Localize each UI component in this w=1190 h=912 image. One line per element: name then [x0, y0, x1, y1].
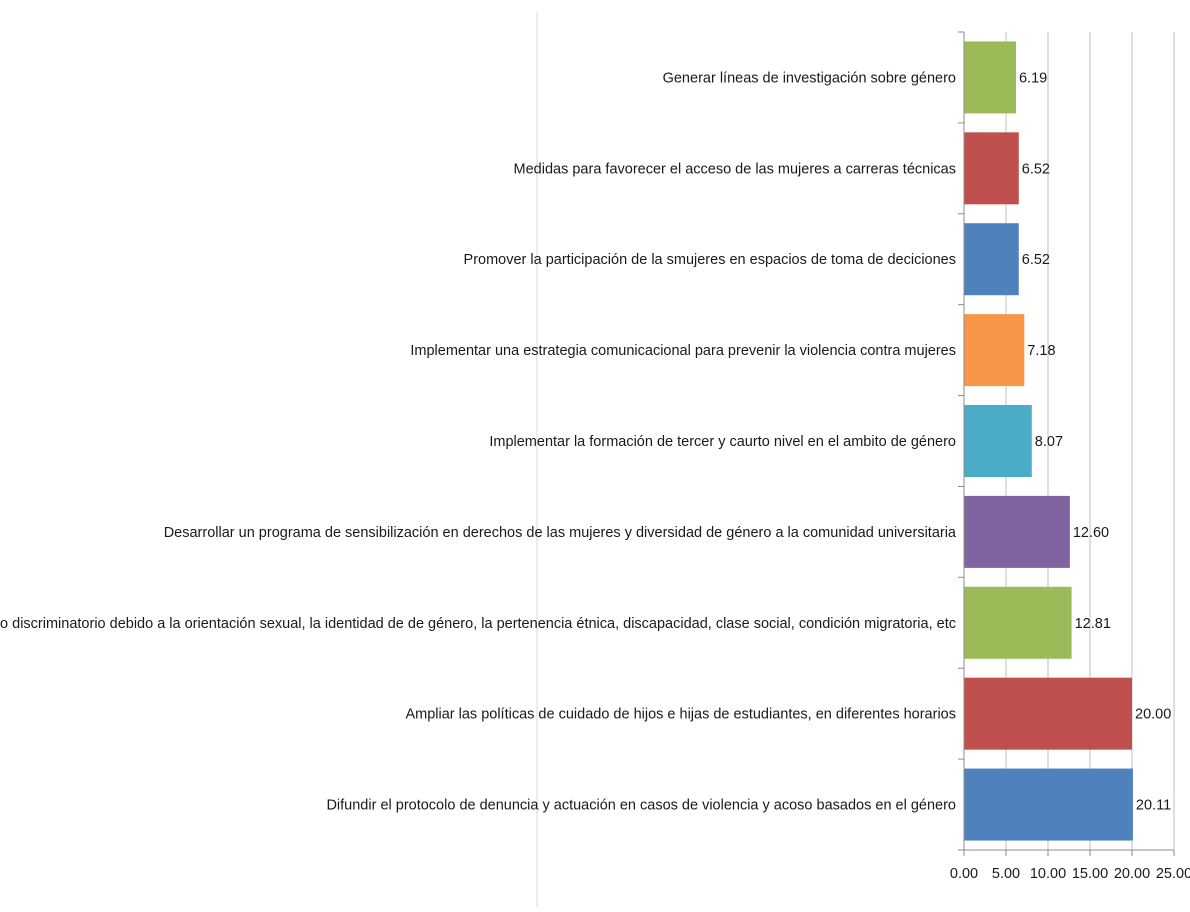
category-label: Difundir el protocolo de denuncia y actu… — [326, 798, 956, 814]
bar — [964, 677, 1132, 750]
category-label: Ampliar las políticas de cuidado de hijo… — [405, 707, 956, 723]
data-label: 8.07 — [1035, 434, 1063, 450]
category-label: Implementar una estrategia comunicaciona… — [410, 343, 956, 359]
data-label: 7.18 — [1027, 343, 1055, 359]
x-tick-label: 20.00 — [1114, 866, 1150, 882]
data-label: 6.52 — [1022, 161, 1050, 177]
category-label: Desarrollar un programa de sensibilizaci… — [164, 525, 957, 541]
bar — [964, 223, 1019, 296]
bar — [964, 41, 1016, 114]
data-label: 12.81 — [1075, 616, 1111, 632]
data-label: 20.00 — [1135, 707, 1171, 723]
data-label: 6.19 — [1019, 70, 1047, 86]
data-label: 6.52 — [1022, 252, 1050, 268]
x-tick-label: 10.00 — [1030, 866, 1066, 882]
bar — [964, 314, 1025, 387]
x-tick-label: 15.00 — [1072, 866, 1108, 882]
category-label: Medidas para favorecer el acceso de las … — [514, 161, 956, 177]
x-tick-label: 5.00 — [992, 866, 1020, 882]
bar — [964, 586, 1072, 659]
category-label: Prevenir el trato discriminatorio debido… — [0, 616, 956, 632]
data-label: 12.60 — [1073, 525, 1109, 541]
category-label: Implementar la formación de tercer y cau… — [489, 434, 956, 450]
data-label: 20.11 — [1136, 798, 1171, 814]
x-tick-label: 0.00 — [950, 866, 978, 882]
bar — [964, 495, 1070, 568]
bar — [964, 405, 1032, 477]
category-label: Promover la participación de la smujeres… — [464, 252, 956, 268]
category-label: Generar líneas de investigación sobre gé… — [663, 70, 956, 86]
bar — [964, 132, 1019, 205]
bar — [964, 768, 1133, 841]
x-tick-label: 25.00 — [1156, 866, 1190, 882]
